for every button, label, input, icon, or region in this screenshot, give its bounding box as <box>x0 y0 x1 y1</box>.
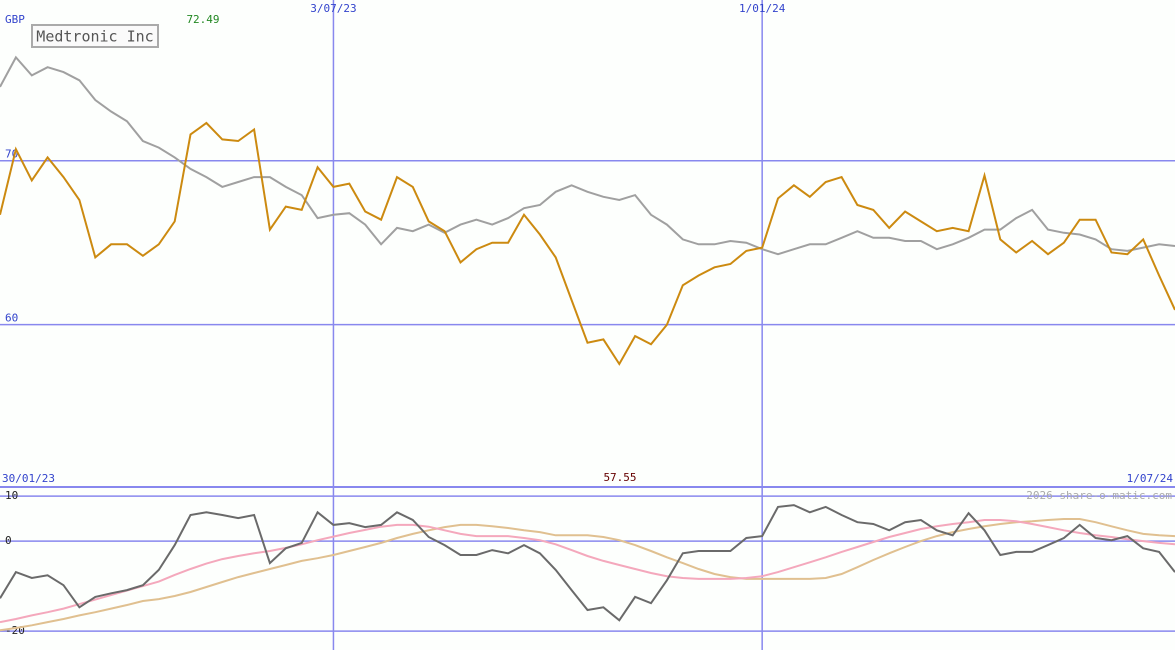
y-unit: GBP <box>5 13 25 26</box>
series-line <box>0 55 1175 256</box>
series-line <box>0 504 1175 622</box>
high-label: 72.49 <box>186 13 219 26</box>
series-line <box>0 519 1175 624</box>
chart-title: Medtronic Inc <box>36 28 153 46</box>
y-tick-label: 10 <box>5 489 18 502</box>
x-tick-label: 3/07/23 <box>310 2 356 15</box>
low-label: 57.55 <box>603 471 636 484</box>
series-line <box>0 518 1175 632</box>
x-tick-label: 1/07/24 <box>1127 472 1174 485</box>
series-line <box>0 121 1175 366</box>
y-tick-label: 60 <box>5 312 18 325</box>
x-tick-label: 1/01/24 <box>739 2 786 15</box>
title-box <box>31 24 159 48</box>
source: 2026 share-o-matic.com <box>1026 489 1172 502</box>
y-tick-label: 0 <box>5 534 12 547</box>
x-tick-label: 30/01/23 <box>2 472 55 485</box>
